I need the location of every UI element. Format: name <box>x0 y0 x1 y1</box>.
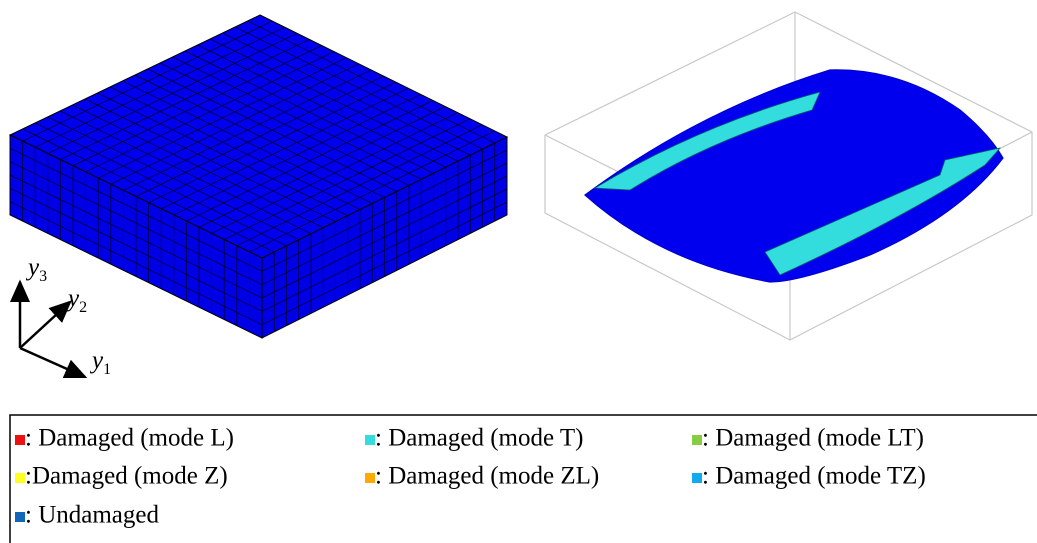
deformed-shell <box>545 12 1032 340</box>
axis-label: y2 <box>65 285 87 316</box>
legend-swatch <box>692 473 702 483</box>
axis-symbol: y <box>89 347 104 374</box>
axis-arrow <box>20 348 85 377</box>
legend-label: : Damaged (mode TZ) <box>702 463 926 490</box>
axis-index: 2 <box>79 299 87 316</box>
legend-swatch <box>15 435 25 445</box>
legend-swatch <box>692 435 702 445</box>
legend-label: :Damaged (mode Z) <box>25 463 228 490</box>
legend-swatch <box>365 435 375 445</box>
legend-label: : Damaged (mode ZL) <box>375 463 599 490</box>
legend-label: : Damaged (mode L) <box>25 425 234 452</box>
axis-label: y3 <box>25 254 47 285</box>
axis-arrow <box>20 302 70 348</box>
legend-label: : Damaged (mode LT) <box>702 425 924 452</box>
figure: y3y2y1: Damaged (mode L): Damaged (mode … <box>0 0 1037 543</box>
legend-swatch <box>15 512 25 522</box>
legend-swatch <box>365 473 375 483</box>
axis-index: 1 <box>103 361 111 378</box>
mesh-block <box>10 15 507 338</box>
axis-symbol: y <box>65 285 80 312</box>
legend-label: : Undamaged <box>25 502 159 529</box>
axis-symbol: y <box>25 254 40 281</box>
axis-index: 3 <box>39 268 47 285</box>
axis-label: y1 <box>89 347 111 378</box>
legend-swatch <box>15 473 25 483</box>
legend-label: : Damaged (mode T) <box>375 425 584 452</box>
